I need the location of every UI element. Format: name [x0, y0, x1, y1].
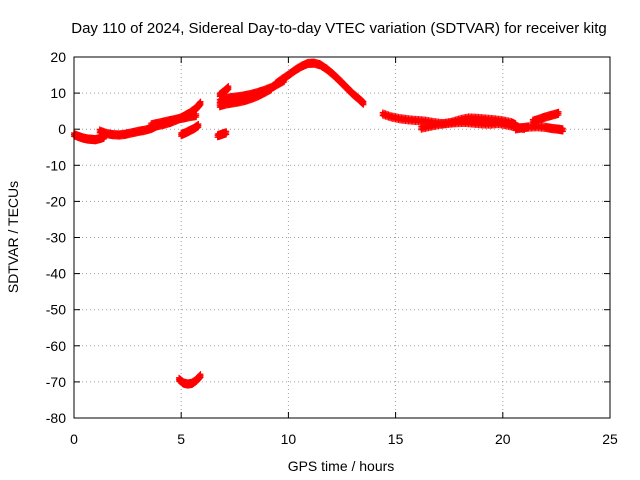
series-arc5 — [178, 120, 202, 140]
y-tick-label: -30 — [46, 230, 66, 246]
series-arc15 — [529, 108, 562, 126]
x-tick-label: 0 — [70, 431, 78, 447]
x-tick-label: 25 — [602, 431, 618, 447]
x-tick-label: 20 — [495, 431, 511, 447]
data-point — [225, 86, 232, 93]
y-tick-label: 20 — [50, 49, 66, 65]
y-tick-label: -40 — [46, 266, 66, 282]
y-axis-label: SDTVAR / TECUs — [5, 181, 21, 293]
series-arc1 — [71, 130, 108, 145]
data-point — [223, 131, 230, 138]
series-arc4 — [148, 110, 200, 130]
series-arc8 — [216, 83, 232, 100]
plot-frame — [73, 56, 611, 419]
data-point — [193, 114, 200, 121]
y-tick-label: -60 — [46, 338, 66, 354]
series-arc11 — [272, 58, 367, 108]
y-tick-label: -10 — [46, 157, 66, 173]
x-tick-label: 10 — [281, 431, 297, 447]
series-arc12 — [379, 109, 519, 130]
x-axis-label: GPS time / hours — [288, 458, 395, 474]
y-tick-label: -20 — [46, 193, 66, 209]
y-tick-label: -70 — [46, 374, 66, 390]
grid-lines — [74, 57, 610, 418]
data-point — [197, 101, 204, 108]
x-tick-label: 5 — [177, 431, 185, 447]
data-point — [197, 374, 204, 381]
x-tick-label: 15 — [388, 431, 404, 447]
y-tick-label: 0 — [58, 121, 66, 137]
data-point — [195, 124, 202, 131]
series-arc6 — [176, 371, 204, 389]
series-arc10 — [216, 84, 275, 111]
series-arc14 — [512, 122, 566, 135]
data-point — [555, 111, 562, 118]
chart-title: Day 110 of 2024, Sidereal Day-to-day VTE… — [71, 20, 607, 37]
data-point — [268, 87, 275, 94]
series-arc7 — [214, 128, 230, 141]
data-point — [559, 128, 566, 135]
y-tick-label: -50 — [46, 302, 66, 318]
data-point — [360, 101, 367, 108]
y-tick-label: -80 — [46, 410, 66, 426]
y-tick-label: 10 — [50, 85, 66, 101]
data-points — [71, 58, 566, 389]
